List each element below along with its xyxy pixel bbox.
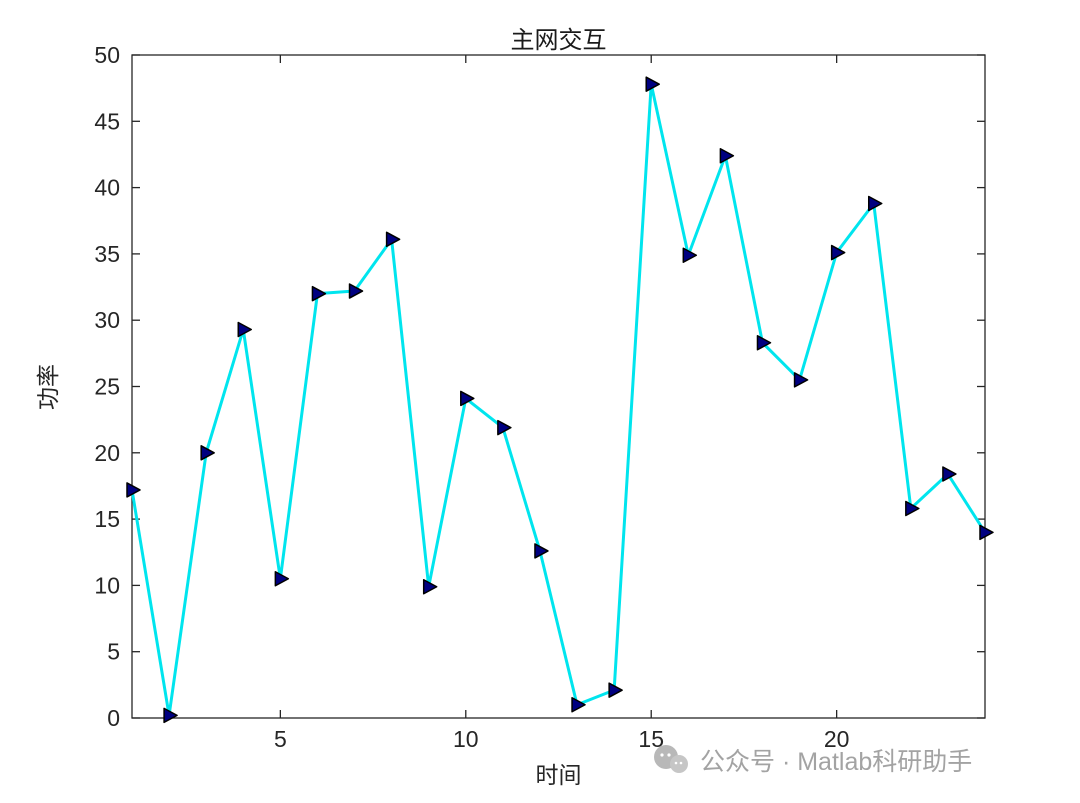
x-tick-label: 10 xyxy=(453,726,479,752)
y-tick-label: 0 xyxy=(107,705,120,731)
data-marker xyxy=(200,445,215,461)
y-tick-label: 35 xyxy=(94,241,120,267)
watermark-text: 公众号 · Matlab科研助手 xyxy=(700,748,973,776)
data-marker xyxy=(385,231,401,248)
y-tick-label: 50 xyxy=(94,42,120,68)
data-marker xyxy=(830,244,846,261)
y-tick-label: 20 xyxy=(94,440,120,466)
x-axis-label: 时间 xyxy=(535,762,582,788)
y-tick-label: 10 xyxy=(94,572,120,598)
data-marker xyxy=(348,283,364,299)
data-marker xyxy=(682,247,698,263)
data-marker xyxy=(756,334,772,351)
data-marker xyxy=(793,372,809,388)
data-marker xyxy=(719,148,735,164)
y-tick-label: 40 xyxy=(94,175,120,201)
data-line xyxy=(130,82,987,717)
chart-title: 主网交互 xyxy=(510,27,607,54)
data-marker xyxy=(571,696,586,713)
wechat-icon xyxy=(654,745,688,773)
x-tick-label: 20 xyxy=(824,726,850,752)
y-tick-label: 25 xyxy=(94,374,120,400)
data-marker xyxy=(942,466,957,482)
data-marker xyxy=(460,390,475,407)
x-tick-label: 5 xyxy=(274,726,287,752)
data-marker xyxy=(534,543,549,559)
y-tick-label: 30 xyxy=(94,307,120,333)
data-marker xyxy=(126,482,141,498)
data-marker xyxy=(274,571,290,587)
data-marker xyxy=(311,285,327,302)
data-marker xyxy=(905,500,920,517)
y-axis-label: 功率 xyxy=(35,364,61,410)
data-marker xyxy=(645,76,660,92)
watermark: 公众号 · Matlab科研助手 xyxy=(652,742,972,778)
data-marker xyxy=(422,578,438,595)
y-tick-label: 5 xyxy=(107,639,120,665)
data-marker xyxy=(608,682,623,698)
data-marker xyxy=(163,707,178,724)
y-tick-label: 45 xyxy=(94,108,120,134)
y-tick-label: 15 xyxy=(94,506,120,532)
plot-box xyxy=(131,54,986,719)
data-marker xyxy=(497,419,512,436)
data-marker xyxy=(979,524,994,541)
data-marker xyxy=(237,321,253,338)
data-marker xyxy=(867,195,883,212)
